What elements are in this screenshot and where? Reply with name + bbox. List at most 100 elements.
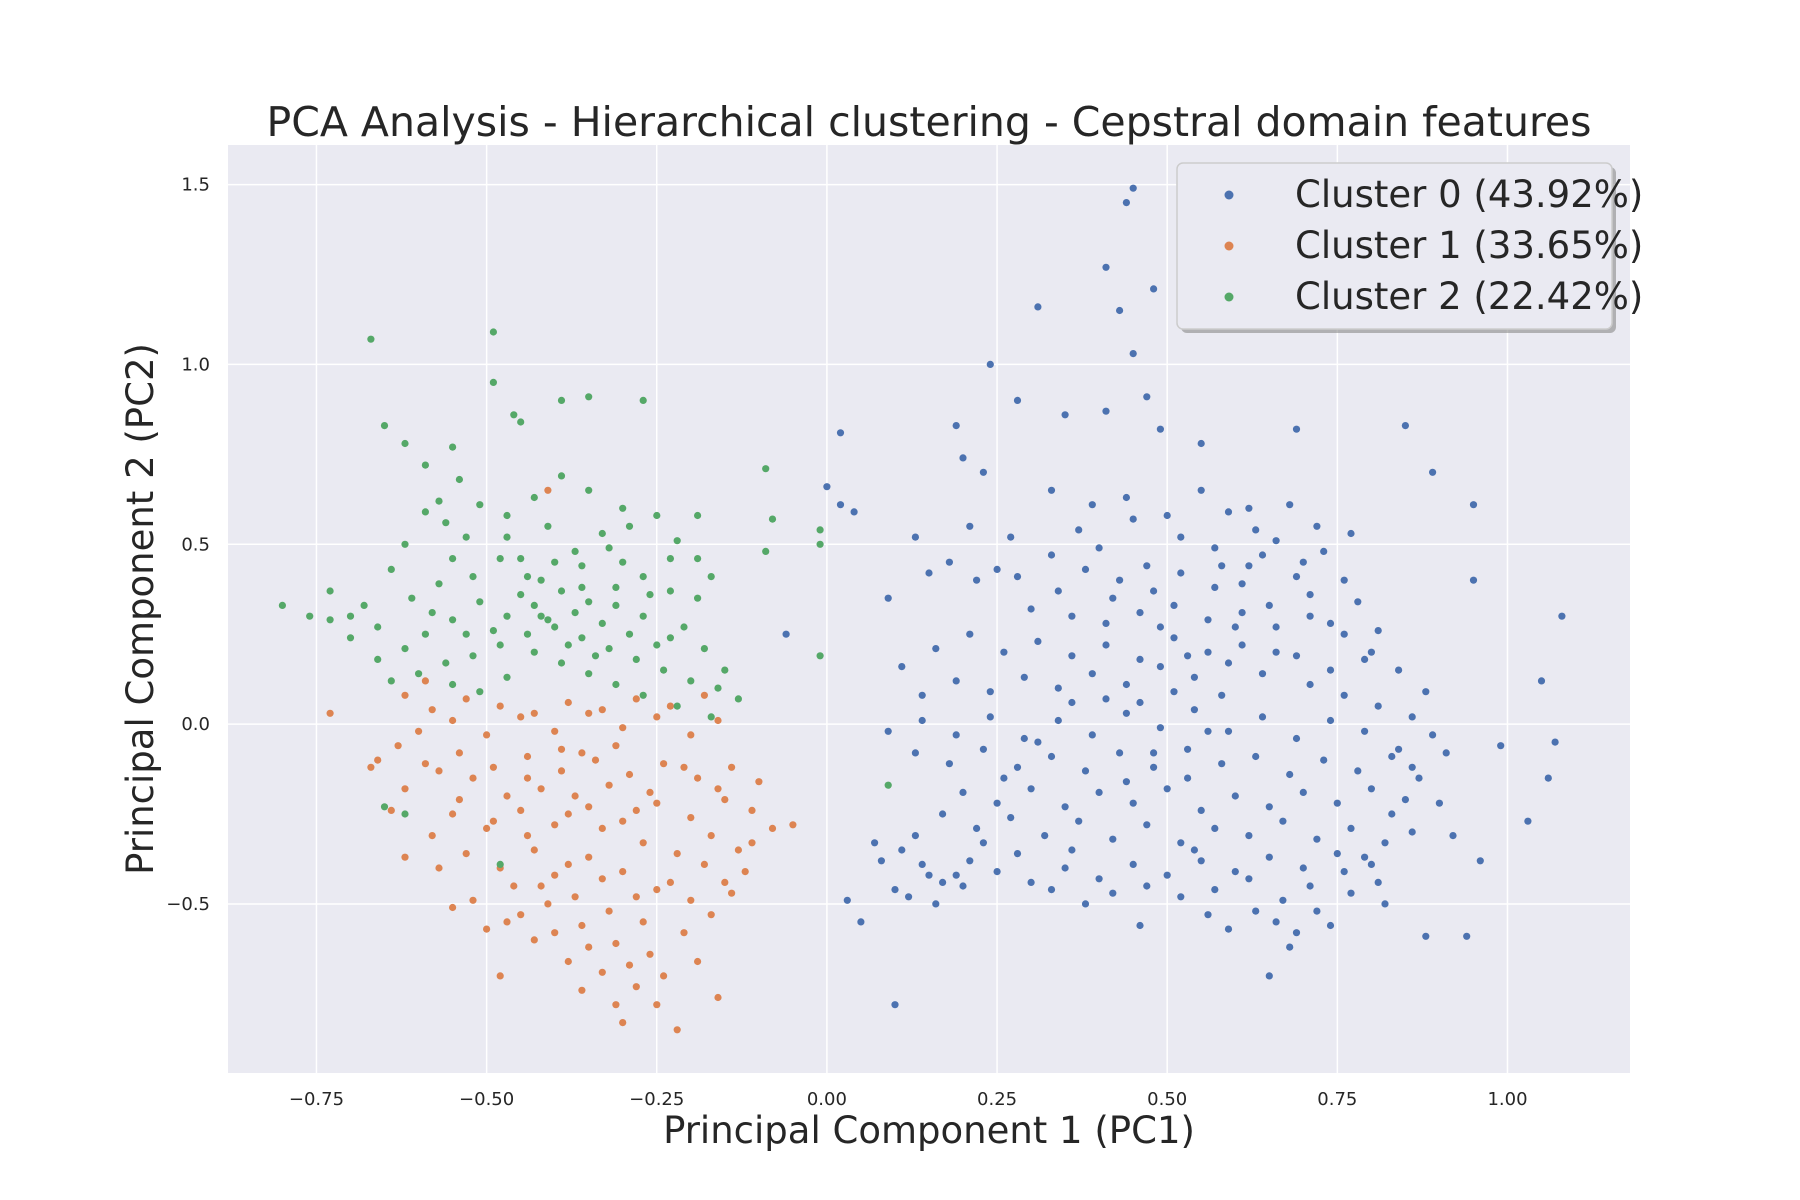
data-point — [1109, 835, 1117, 843]
data-point — [1163, 511, 1171, 520]
data-point — [449, 555, 457, 563]
data-point — [1306, 680, 1314, 689]
data-point — [993, 868, 1001, 876]
data-point — [530, 709, 538, 717]
legend-label-cluster-1: Cluster 1 (33.65%) — [1295, 224, 1643, 267]
data-point — [551, 929, 559, 937]
data-point — [585, 486, 593, 494]
data-point — [1027, 785, 1035, 793]
data-point — [680, 763, 688, 771]
data-point — [1088, 731, 1096, 739]
data-point — [673, 537, 681, 545]
data-point — [1333, 799, 1341, 807]
data-point — [1218, 691, 1226, 699]
data-point — [653, 713, 661, 721]
data-point — [496, 860, 504, 869]
data-point — [612, 680, 620, 689]
data-point — [1408, 713, 1416, 721]
data-point — [551, 871, 559, 879]
data-point — [1367, 785, 1375, 793]
data-point — [503, 673, 511, 681]
data-point — [1306, 882, 1314, 890]
data-point — [660, 972, 668, 980]
data-point — [1422, 688, 1430, 696]
data-point — [1361, 853, 1369, 861]
data-point — [619, 868, 627, 876]
data-point — [462, 533, 470, 541]
data-point — [1102, 407, 1110, 415]
data-point — [1292, 573, 1301, 581]
data-point — [326, 587, 334, 595]
data-point — [469, 774, 477, 782]
data-point — [449, 810, 457, 818]
data-point — [517, 555, 525, 563]
data-point — [898, 663, 906, 671]
data-point — [1544, 774, 1552, 782]
data-point — [564, 810, 572, 818]
data-point — [496, 702, 504, 710]
data-point — [625, 522, 634, 530]
data-point — [1122, 778, 1130, 786]
data-point — [360, 601, 368, 610]
data-point — [1034, 303, 1042, 311]
data-point — [421, 760, 429, 768]
data-point — [1190, 846, 1198, 854]
data-point — [591, 652, 600, 660]
data-point — [762, 547, 770, 556]
data-point — [523, 774, 532, 782]
data-point — [1313, 835, 1321, 843]
data-point — [1442, 749, 1450, 757]
data-point — [421, 508, 429, 516]
data-point — [1068, 612, 1076, 620]
data-point — [1061, 411, 1069, 419]
data-point — [1422, 932, 1430, 940]
data-point — [673, 702, 681, 710]
data-point — [1020, 734, 1028, 743]
y-tick-label: 1.5 — [181, 175, 210, 196]
data-point — [326, 709, 334, 717]
data-point — [455, 475, 463, 484]
x-tick-label: 1.00 — [1487, 1089, 1527, 1110]
data-point — [911, 533, 920, 541]
data-point — [1047, 486, 1056, 494]
data-point — [673, 1026, 681, 1034]
data-point — [557, 745, 566, 753]
data-point — [612, 742, 620, 750]
data-point — [489, 328, 497, 336]
data-point — [816, 652, 824, 660]
data-point — [666, 555, 675, 563]
legend-marker-cluster-1 — [1224, 241, 1234, 251]
y-tick-label: 1.0 — [181, 354, 210, 375]
data-point — [1184, 745, 1192, 753]
data-point — [496, 641, 504, 649]
data-point — [564, 860, 572, 869]
data-point — [1252, 752, 1260, 761]
data-point — [517, 806, 525, 815]
data-point — [1095, 788, 1103, 797]
data-point — [374, 623, 382, 631]
data-point — [1272, 648, 1280, 656]
data-point — [1211, 824, 1219, 833]
data-point — [768, 515, 777, 523]
data-point — [401, 645, 409, 653]
data-point — [1292, 734, 1301, 743]
data-point — [1258, 551, 1267, 559]
data-point — [945, 760, 954, 768]
data-point — [1163, 785, 1171, 793]
legend-marker-cluster-0 — [1224, 190, 1234, 200]
data-point — [714, 684, 722, 692]
data-point — [551, 558, 559, 566]
data-point — [1252, 907, 1260, 915]
data-point — [707, 573, 715, 581]
data-point — [1524, 817, 1532, 825]
x-tick-label: −0.75 — [289, 1089, 344, 1110]
data-point — [510, 411, 518, 419]
data-point — [966, 630, 974, 638]
data-point — [1054, 684, 1062, 692]
data-point — [1381, 839, 1389, 847]
data-point — [694, 774, 702, 782]
data-point — [605, 781, 613, 789]
data-point — [557, 587, 566, 595]
data-point — [1354, 598, 1362, 606]
